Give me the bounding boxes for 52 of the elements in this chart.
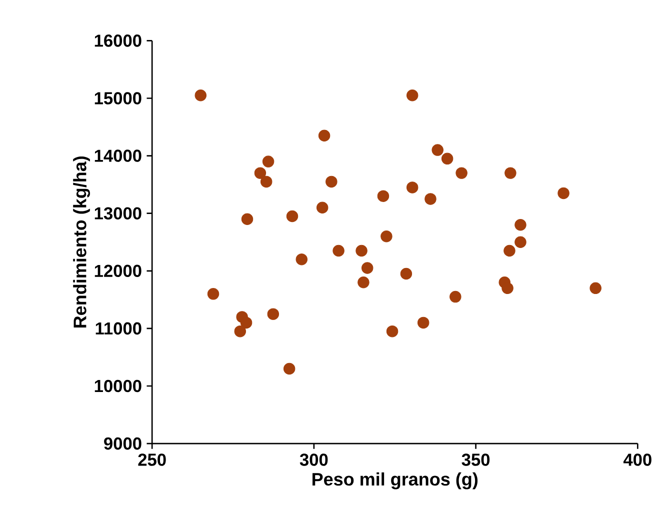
point xyxy=(514,236,526,248)
point xyxy=(358,276,370,288)
point xyxy=(283,362,296,374)
point xyxy=(504,167,516,179)
point xyxy=(424,192,436,205)
point xyxy=(194,89,207,102)
point xyxy=(262,156,274,168)
x-axis-title: Peso mil granos (g) xyxy=(312,472,478,490)
point xyxy=(417,316,430,328)
point xyxy=(240,316,252,328)
point xyxy=(254,167,266,179)
point xyxy=(406,181,418,194)
x-tick-label: 250 xyxy=(138,453,166,466)
point xyxy=(456,167,468,179)
y-tick-label: 9000 xyxy=(104,437,142,450)
y-tick-label: 13000 xyxy=(94,207,142,220)
x-tick-label: 300 xyxy=(300,453,328,466)
point xyxy=(514,218,526,231)
y-tick-label: 12000 xyxy=(94,264,142,277)
point xyxy=(318,130,330,142)
x-tick-label: 400 xyxy=(623,453,652,466)
y-tick-label: 10000 xyxy=(94,380,142,392)
point xyxy=(558,187,570,199)
point xyxy=(502,282,514,294)
point xyxy=(296,253,308,266)
y-tick-label: 15000 xyxy=(94,92,142,104)
point xyxy=(207,288,220,300)
point xyxy=(400,268,412,280)
point xyxy=(260,176,272,188)
point xyxy=(356,244,368,257)
y-tick-label: 16000 xyxy=(94,34,142,47)
point xyxy=(267,308,280,320)
point xyxy=(234,325,246,338)
x-tick-label: 350 xyxy=(462,453,490,466)
point xyxy=(326,176,338,188)
y-tick-label: 14000 xyxy=(94,150,142,162)
point xyxy=(432,144,444,156)
point xyxy=(316,202,328,214)
point xyxy=(450,290,462,303)
point xyxy=(241,213,254,225)
point xyxy=(504,244,516,257)
point xyxy=(377,190,390,202)
y-tick-label: 11000 xyxy=(96,322,142,334)
point xyxy=(286,210,298,222)
point xyxy=(332,244,344,257)
point xyxy=(441,152,454,164)
y-axis-title: Rendimiento (kg/ha) xyxy=(73,156,90,328)
point xyxy=(361,262,374,274)
point xyxy=(380,230,392,242)
point xyxy=(406,89,418,102)
point xyxy=(386,325,398,338)
point xyxy=(590,282,602,294)
